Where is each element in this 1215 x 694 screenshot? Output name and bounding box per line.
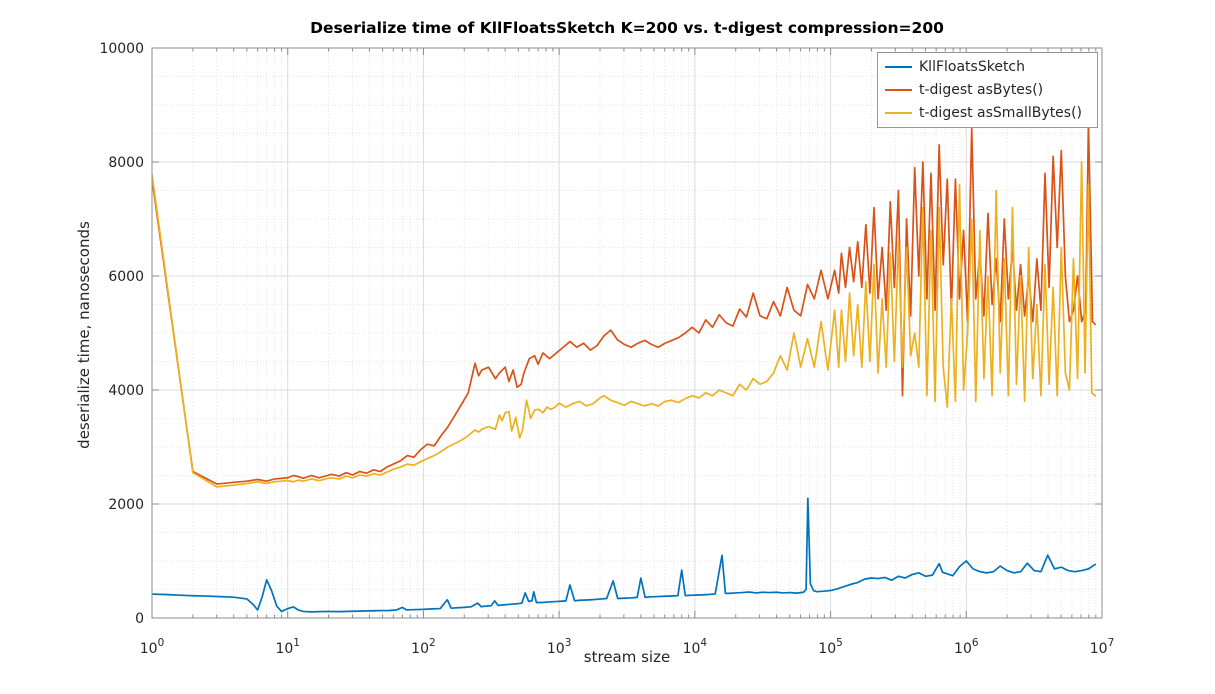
series-line-2 (152, 161, 1097, 488)
tick-marks (151, 47, 1103, 619)
series-line-0 (152, 497, 1097, 613)
major-grid (152, 48, 1102, 618)
legend-label: t-digest asBytes() (919, 81, 1044, 98)
legend-label: KllFloatsSketch (919, 59, 1025, 76)
legend-line-swatch-kllfloatssketch (885, 66, 912, 69)
axes-box (151, 47, 1103, 619)
svg-text:4000: 4000 (108, 383, 144, 399)
x-tick-labels: 100 101 102 103 104 105 106 107 (140, 637, 1115, 657)
series-line-1 (152, 121, 1097, 485)
y-tick-labels: 0 2000 4000 6000 8000 10000 (99, 41, 144, 627)
svg-text:0: 0 (135, 611, 144, 627)
legend-line-swatch-tdigest-assmallbytes (885, 111, 912, 114)
y-axis-label: deserialize time, nanoseconds (75, 221, 93, 449)
svg-text:8000: 8000 (108, 155, 144, 171)
svg-text:2000: 2000 (108, 497, 144, 513)
legend-item: KllFloatsSketch (885, 59, 1093, 75)
legend-label: t-digest asSmallBytes() (919, 104, 1083, 121)
chart-title: Deserialize time of KllFloatsSketch K=20… (310, 19, 944, 37)
legend: KllFloatsSketch t-digest asBytes() t-dig… (877, 52, 1098, 128)
x-axis-label: stream size (583, 648, 671, 666)
legend-line-swatch-tdigest-asbytes (885, 88, 912, 91)
legend-item: t-digest asSmallBytes() (885, 105, 1093, 121)
svg-text:10000: 10000 (99, 41, 144, 57)
minor-grid (152, 48, 1102, 618)
legend-item: t-digest asBytes() (885, 82, 1093, 98)
series-lines (152, 121, 1097, 613)
svg-text:6000: 6000 (108, 269, 144, 285)
